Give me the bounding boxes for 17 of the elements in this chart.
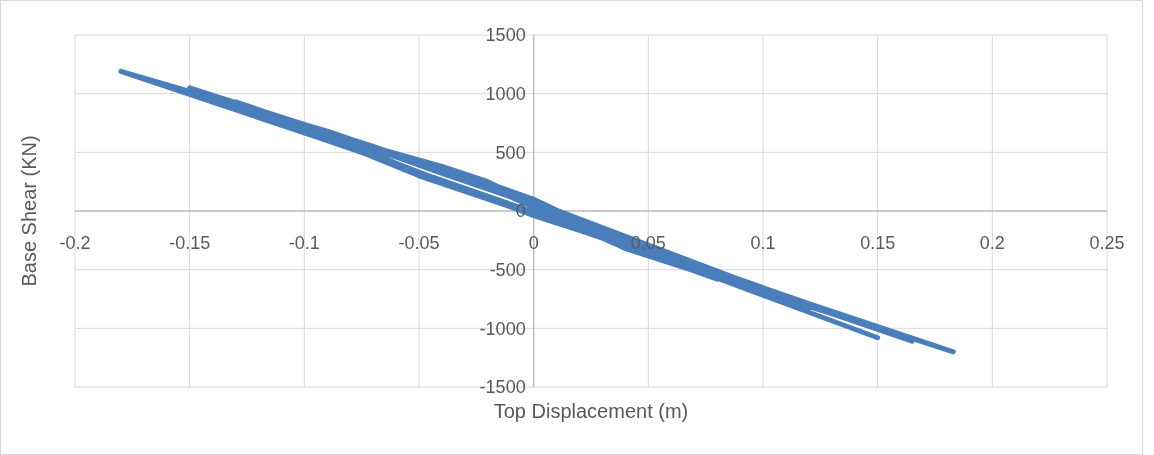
- y-tick-label: -1000: [479, 318, 526, 339]
- y-tick-label: 1000: [485, 83, 526, 104]
- x-tick-label: 0.15: [860, 233, 896, 253]
- y-tick-label: 500: [495, 142, 526, 163]
- y-tick-label: -500: [489, 259, 526, 280]
- x-tick-label: -0.1: [288, 233, 320, 253]
- x-axis-title: Top Displacement (m): [493, 400, 689, 422]
- y-tick-label: 1500: [485, 25, 526, 46]
- x-tick-label: 0.25: [1089, 233, 1125, 253]
- x-tick-label: -0.15: [169, 233, 211, 253]
- x-tick-label: 0.1: [750, 233, 776, 253]
- x-tick-label: 0: [528, 233, 539, 253]
- y-tick-label: -1500: [479, 377, 526, 398]
- x-tick-label: -0.05: [398, 233, 440, 253]
- x-tick-label: 0.2: [979, 233, 1005, 253]
- x-tick-label: -0.2: [59, 233, 91, 253]
- y-axis-title: Base Shear (KN): [18, 135, 40, 287]
